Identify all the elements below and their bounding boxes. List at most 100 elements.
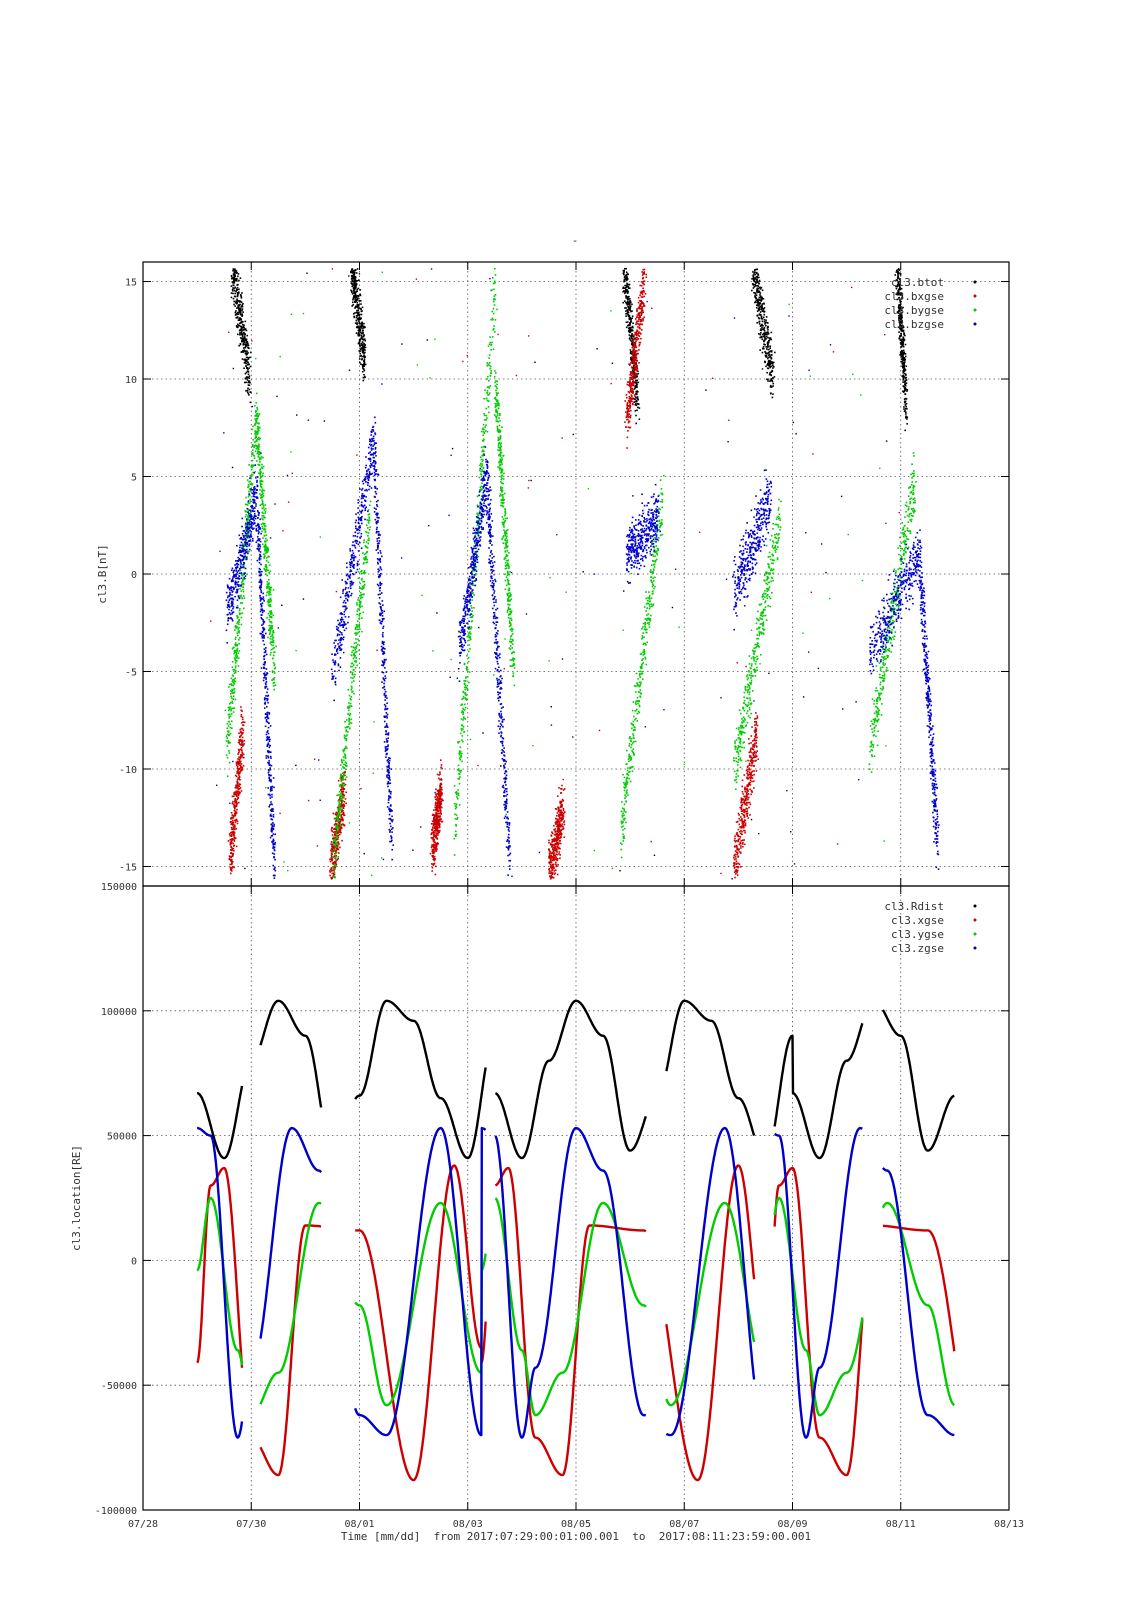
data-point-bygse: [267, 612, 270, 615]
data-point-bygse: [265, 568, 268, 570]
data-point-bxgse: [550, 856, 553, 859]
data-point-bxgse: [632, 345, 634, 348]
data-point-bxgse: [755, 733, 758, 735]
data-point-bygse: [267, 561, 270, 564]
data-point-btot: [230, 292, 233, 294]
data-point-bxgse: [341, 819, 344, 822]
data-point-bygse: [255, 431, 258, 433]
data-point-bxgse: [746, 776, 749, 778]
data-point-bxgse: [642, 272, 645, 274]
data-point-bygse: [269, 597, 272, 600]
data-point-bxgse: [242, 756, 244, 759]
data-point-bygse: [234, 698, 237, 701]
data-point-bxgse: [335, 854, 337, 857]
data-point-bxgse: [639, 316, 642, 318]
data-point-bxgse: [626, 436, 629, 439]
data-point-btot: [767, 326, 769, 329]
data-point-bygse: [225, 735, 228, 737]
data-point-bygse: [262, 512, 264, 514]
data-point-btot: [629, 331, 632, 333]
data-point-bxgse: [227, 331, 230, 333]
data-point-btot: [631, 315, 634, 318]
data-point-bxgse: [642, 287, 644, 290]
data-point-btot: [630, 310, 632, 313]
data-point-bygse: [255, 460, 258, 462]
data-point-bxgse: [751, 757, 753, 760]
data-point-bxgse: [241, 710, 243, 712]
data-point-bxgse: [234, 824, 236, 827]
data-point-bxgse: [555, 838, 558, 840]
data-point-btot: [237, 273, 240, 275]
data-point-btot: [247, 361, 249, 364]
data-point-btot: [628, 334, 631, 336]
data-point-bygse: [233, 669, 236, 671]
data-point-btot: [769, 347, 771, 350]
data-point-bxgse: [343, 801, 346, 803]
data-point-btot: [231, 288, 234, 291]
data-point-btot: [752, 276, 755, 278]
data-point-bxgse: [233, 806, 236, 808]
data-point-bxgse: [439, 773, 441, 775]
data-point-bxgse: [228, 833, 231, 835]
data-point-bxgse: [638, 335, 641, 337]
data-point-bxgse: [550, 835, 553, 837]
data-point-btot: [752, 283, 755, 286]
data-point-btot: [624, 284, 626, 287]
data-point-bxgse: [430, 832, 433, 835]
data-point-bygse: [242, 543, 244, 545]
data-point-bygse: [356, 626, 359, 628]
data-point-bxgse: [735, 840, 738, 842]
data-point-bxgse: [634, 358, 636, 360]
data-point-btot: [356, 322, 358, 324]
data-point-btot: [628, 287, 631, 289]
data-point-btot: [753, 279, 756, 282]
data-point-bygse: [227, 706, 230, 709]
data-point-btot: [235, 312, 238, 315]
data-point-bxgse: [341, 790, 343, 793]
data-point-btot: [631, 310, 633, 312]
data-point-btot: [901, 365, 904, 368]
data-point-btot: [757, 273, 759, 275]
data-point-bxgse: [735, 845, 737, 848]
data-point-btot: [246, 341, 249, 343]
data-point-bygse: [235, 659, 237, 662]
data-point-btot: [767, 363, 770, 366]
data-point-bxgse: [737, 849, 740, 851]
data-point-btot: [900, 312, 903, 314]
data-point-bygse: [272, 644, 274, 647]
data-point-btot: [754, 268, 756, 271]
data-point-bxgse: [334, 812, 337, 815]
data-point-bygse: [335, 832, 337, 834]
data-point-btot: [900, 342, 903, 345]
data-point-bxgse: [337, 852, 340, 854]
data-point-btot: [769, 338, 771, 340]
data-point-bygse: [253, 441, 256, 443]
data-point-bxgse: [551, 832, 554, 835]
data-point-bxgse: [636, 308, 638, 310]
data-point-bygse: [368, 539, 370, 542]
data-point-bygse: [254, 410, 257, 412]
data-point-bygse: [239, 612, 242, 615]
data-point-bxgse: [747, 784, 750, 786]
data-point-btot: [363, 364, 365, 366]
data-point-bygse: [268, 598, 271, 601]
data-point-bygse: [237, 657, 240, 659]
data-point-bxgse: [561, 816, 564, 819]
data-point-bygse: [247, 483, 250, 486]
data-point-btot: [897, 326, 900, 329]
data-point-bxgse: [243, 721, 246, 724]
data-point-bxgse: [442, 799, 444, 802]
data-point-bygse: [260, 475, 263, 478]
data-point-bygse: [238, 637, 241, 639]
data-point-btot: [629, 328, 632, 331]
data-point-btot: [631, 378, 634, 381]
data-point-btot: [632, 384, 635, 387]
data-point-bxgse: [528, 479, 530, 482]
data-point-btot: [904, 397, 907, 400]
data-point-bxgse: [433, 855, 436, 858]
data-point-btot: [358, 313, 360, 316]
data-point-bxgse: [636, 373, 638, 376]
data-point-bygse: [248, 502, 251, 505]
data-point-bygse: [227, 725, 230, 727]
data-point-btot: [625, 297, 627, 299]
